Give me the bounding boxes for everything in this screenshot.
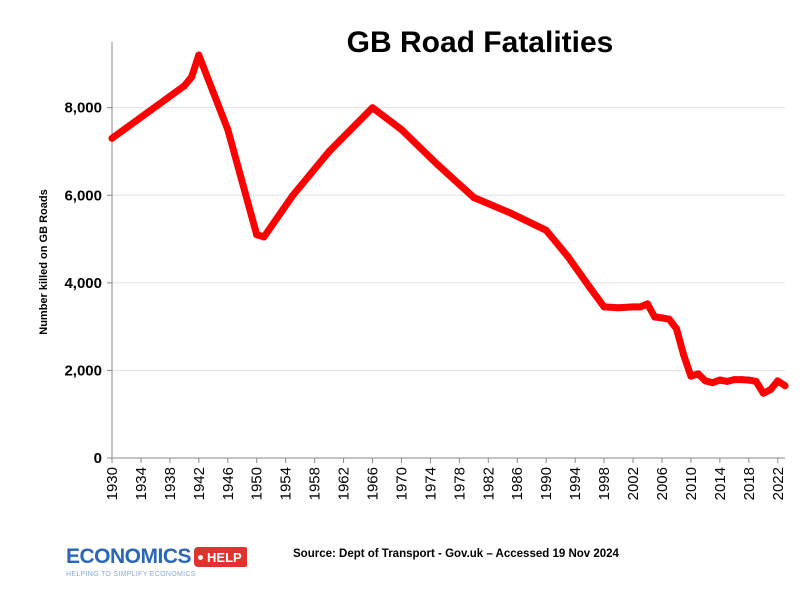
y-tick-label: 8,000 [64,100,102,117]
data-point [745,376,753,384]
data-point [224,126,232,134]
series-group [108,51,789,397]
data-point [738,376,746,384]
gridlines [112,107,785,371]
x-tick-label: 1982 [480,467,497,500]
data-point [108,134,116,142]
y-axis-label: Number killed on GB Roads [38,189,50,334]
data-point [506,209,514,217]
data-point [730,376,738,384]
x-tick-label: 1954 [278,467,295,500]
x-tick-label: 1974 [422,467,439,500]
y-axis-ticks: 0 2,000 4,000 6,000 8,000 [64,100,112,467]
x-tick-label: 2010 [683,467,700,500]
data-point [709,379,717,387]
data-point [723,377,731,385]
data-point [701,377,709,385]
data-point [369,104,376,112]
data-point [673,325,680,333]
data-point [687,372,695,380]
data-point [644,300,651,308]
x-tick-label: 1930 [104,467,121,500]
data-point [260,233,268,241]
data-point [325,148,333,155]
data-point [564,253,572,261]
data-point [651,313,659,321]
data-point [195,51,203,59]
data-point [434,161,442,169]
x-tick-label: 1990 [538,467,555,500]
logo-tag-hole-icon [198,554,204,560]
data-point [470,194,478,201]
x-tick-label: 2022 [770,467,787,500]
data-point [180,82,188,90]
data-point [289,191,297,199]
chart-title: GB Road Fatalities [347,26,614,59]
x-axis-ticks: 1930 1934 1938 1942 1946 1950 1954 1958 1962 1966… [104,458,787,500]
x-tick-label: 1994 [567,467,584,500]
data-point [665,315,673,323]
x-tick-label: 2018 [741,467,758,500]
x-tick-label: 1938 [162,467,179,500]
data-point [188,73,196,81]
x-tick-label: 1950 [249,467,266,500]
data-point [716,376,724,384]
data-point [680,351,688,359]
x-tick-label: 2002 [625,467,642,500]
data-point [586,283,594,291]
data-point [615,304,623,312]
source-note: Source: Dept of Transport - Gov.uk – Acc… [293,548,619,560]
data-point [694,370,702,378]
logo-tagline: HELPING TO SIMPLIFY ECONOMICS [66,571,196,578]
x-tick-label: 2006 [654,467,671,500]
data-point [398,126,405,134]
x-tick-label: 1946 [220,467,237,500]
data-point [144,108,152,116]
data-point [759,389,767,397]
logo-tag-text: HELP [207,549,242,565]
logo-word: ECONOMICS [66,545,192,568]
data-point [767,386,774,394]
data-point [600,303,608,311]
x-tick-label: 1962 [336,467,353,500]
data-point [658,314,666,322]
x-tick-label: 2014 [712,467,729,500]
x-tick-label: 1998 [596,467,613,500]
economics-help-logo: ECONOMICS HELP HELPING TO SIMPLIFY ECONO… [66,545,247,581]
y-tick-label: 6,000 [64,187,102,204]
x-tick-label: 1942 [191,467,208,500]
x-tick-label: 1934 [133,467,150,500]
data-point [752,377,760,385]
data-point [629,303,637,311]
y-tick-label: 4,000 [64,275,102,292]
data-point [774,377,782,385]
x-tick-label: 1966 [365,467,382,500]
data-point [781,382,789,390]
x-tick-label: 1978 [451,467,468,500]
data-point [636,303,644,311]
series-line-0 [108,51,789,397]
y-tick-label: 0 [94,450,102,467]
x-tick-label: 1986 [509,467,526,500]
data-point [542,226,550,234]
data-point [253,231,261,239]
x-tick-label: 1958 [307,467,324,500]
y-tick-label: 2,000 [64,362,102,379]
x-tick-label: 1970 [393,467,410,500]
logo-tag: HELP [194,547,247,567]
